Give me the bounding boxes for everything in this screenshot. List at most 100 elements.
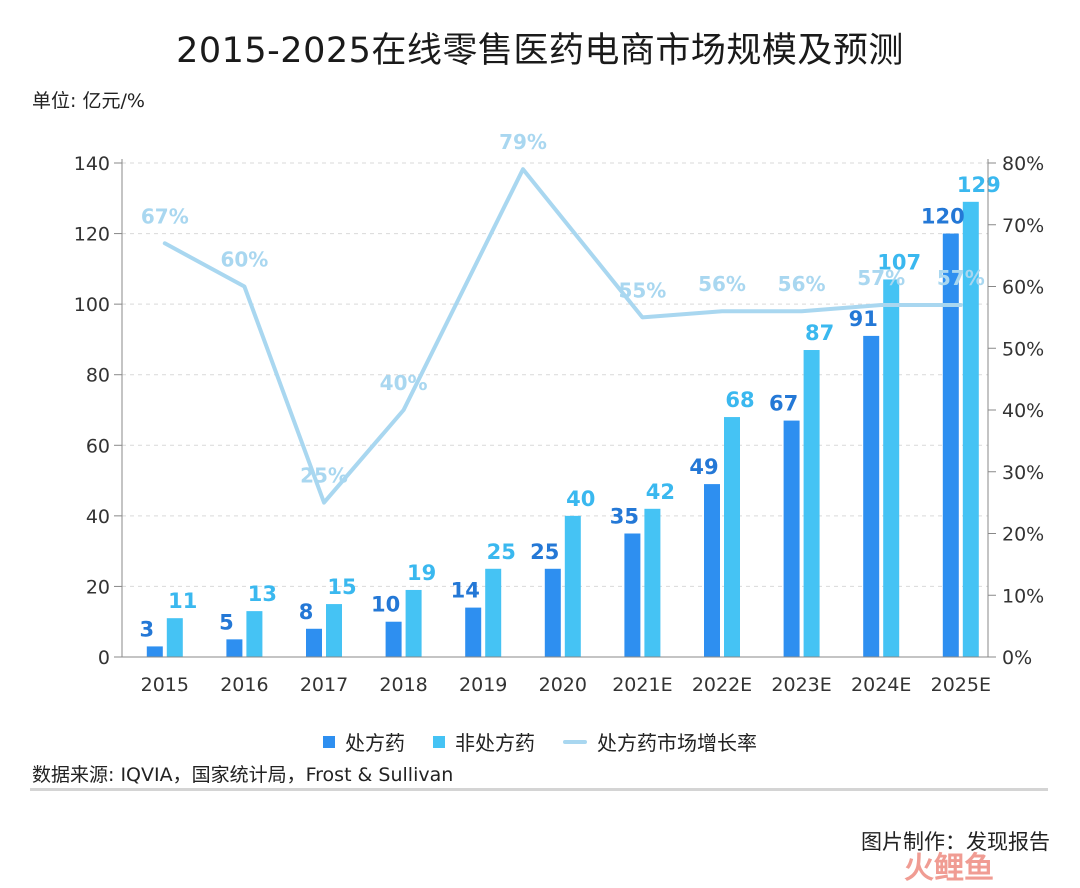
bar-prescription xyxy=(385,621,402,657)
legend-swatch-otc xyxy=(433,735,445,748)
x-axis-tick-label: 2025E xyxy=(931,674,991,696)
bar-otc xyxy=(246,611,263,657)
bar-label-prescription: 49 xyxy=(689,455,718,479)
legend-item-growth-rate: 处方药市场增长率 xyxy=(563,727,757,756)
bar-label-prescription: 35 xyxy=(610,505,639,529)
x-axis-tick-label: 2022E xyxy=(692,674,752,696)
x-axis-tick-label: 2015 xyxy=(141,674,189,696)
bar-label-otc: 19 xyxy=(407,561,436,585)
x-axis-tick-label: 2024E xyxy=(851,674,911,696)
unit-label: 单位: 亿元/% xyxy=(32,90,145,112)
legend-swatch-growth-rate xyxy=(563,739,587,744)
bar-otc xyxy=(724,417,740,657)
bar-prescription xyxy=(783,420,800,657)
axis-layer: 0 20 40 60 80 100 120 140 0% 10% 20% 30% 40% 50% 60% 70… xyxy=(74,153,1045,696)
bar-prescription xyxy=(465,607,482,657)
bar-prescription xyxy=(624,533,641,657)
left-axis-tick-label: 40 xyxy=(86,506,110,528)
bar-label-prescription: 8 xyxy=(299,600,314,624)
x-axis-tick-label: 2016 xyxy=(220,674,268,696)
bar-label-prescription: 91 xyxy=(849,307,878,331)
bar-label-otc: 25 xyxy=(487,540,516,564)
legend-item-prescription: 处方药 xyxy=(323,727,405,756)
bar-otc xyxy=(644,508,661,657)
bar-label-prescription: 120 xyxy=(921,205,965,229)
left-axis-tick-label: 120 xyxy=(74,224,110,246)
x-axis-tick-label: 2017 xyxy=(300,674,348,696)
legend-swatch-prescription xyxy=(323,735,335,748)
bar-otc xyxy=(883,279,900,657)
bar-prescription xyxy=(942,233,959,658)
bar-label-otc: 40 xyxy=(566,487,595,511)
bar-label-prescription: 3 xyxy=(139,617,154,641)
growth-rate-label: 25% xyxy=(300,464,348,488)
left-axis-tick-label: 0 xyxy=(98,647,110,669)
bar-otc xyxy=(166,618,183,657)
left-axis-tick-label: 80 xyxy=(86,365,110,387)
bar-otc xyxy=(564,515,581,657)
right-axis-tick-label: 80% xyxy=(1002,153,1044,175)
right-axis-tick-label: 0% xyxy=(1002,647,1032,669)
line-layer xyxy=(162,167,963,505)
bar-prescription xyxy=(306,628,322,657)
bar-label-otc: 129 xyxy=(957,173,1001,197)
growth-rate-label: 56% xyxy=(778,272,826,296)
bar-label-otc: 15 xyxy=(327,575,356,599)
growth-rate-label: 67% xyxy=(141,204,189,228)
right-axis-tick-label: 20% xyxy=(1002,524,1044,546)
growth-rate-label: 55% xyxy=(618,278,666,302)
bar-label-prescription: 5 xyxy=(219,610,234,634)
growth-rate-label: 40% xyxy=(380,371,428,395)
bar-prescription xyxy=(146,646,163,657)
bar-prescription xyxy=(863,335,880,657)
x-axis-tick-label: 2019 xyxy=(459,674,507,696)
bar-label-prescription: 14 xyxy=(451,579,480,603)
left-axis-tick-label: 20 xyxy=(86,576,110,598)
bar-label-otc: 87 xyxy=(805,321,834,345)
right-axis-tick-label: 30% xyxy=(1002,462,1044,484)
data-source: 数据来源: IQVIA，国家统计局，Frost & Sullivan xyxy=(32,764,454,786)
bar-otc xyxy=(962,201,979,658)
footer-divider xyxy=(30,788,1048,791)
left-axis-tick-label: 100 xyxy=(74,294,110,316)
growth-rate-label: 57% xyxy=(857,266,905,290)
watermark-logo: 火鲤鱼 xyxy=(904,851,994,886)
bar-otc xyxy=(326,604,342,657)
bar-otc xyxy=(485,568,502,657)
bar-otc xyxy=(803,350,820,657)
bar-otc xyxy=(405,589,422,657)
watermark-text: 火鲤鱼 xyxy=(904,851,994,886)
growth-rate-label: 57% xyxy=(937,266,985,290)
x-axis-tick-label: 2021E xyxy=(612,674,672,696)
image-credit: 图片制作：发现报告 xyxy=(861,830,1050,854)
left-axis-tick-label: 60 xyxy=(86,435,110,457)
bar-label-otc: 107 xyxy=(877,250,921,274)
bar-layer xyxy=(146,201,979,658)
bar-prescription xyxy=(226,639,243,657)
bar-label-prescription: 67 xyxy=(769,392,798,416)
bar-label-prescription: 10 xyxy=(371,593,400,617)
growth-rate-line xyxy=(162,167,963,505)
bar-label-prescription: 25 xyxy=(530,540,559,564)
chart-title: 2015-2025在线零售医药电商市场规模及预测 xyxy=(176,31,904,71)
growth-rate-label: 79% xyxy=(499,130,547,154)
right-axis-tick-label: 70% xyxy=(1002,215,1044,237)
x-axis-tick-label: 2020 xyxy=(539,674,587,696)
legend-label-growth-rate: 处方药市场增长率 xyxy=(597,731,757,755)
bar-label-otc: 42 xyxy=(646,480,675,504)
grid-layer xyxy=(122,162,988,587)
growth-rate-label: 56% xyxy=(698,272,746,296)
right-axis-tick-label: 40% xyxy=(1002,400,1044,422)
left-axis-tick-label: 140 xyxy=(74,153,110,175)
growth-rate-label: 60% xyxy=(220,248,268,272)
right-axis-tick-label: 10% xyxy=(1002,585,1044,607)
right-axis-tick-label: 50% xyxy=(1002,338,1044,360)
x-axis-tick-label: 2023E xyxy=(771,674,831,696)
x-axis-tick-label: 2018 xyxy=(379,674,427,696)
bar-label-otc: 11 xyxy=(168,589,197,613)
legend-item-otc: 非处方药 xyxy=(433,727,535,756)
bar-prescription xyxy=(704,484,720,657)
legend-label-prescription: 处方药 xyxy=(345,731,405,755)
bar-label-otc: 68 xyxy=(725,388,754,412)
